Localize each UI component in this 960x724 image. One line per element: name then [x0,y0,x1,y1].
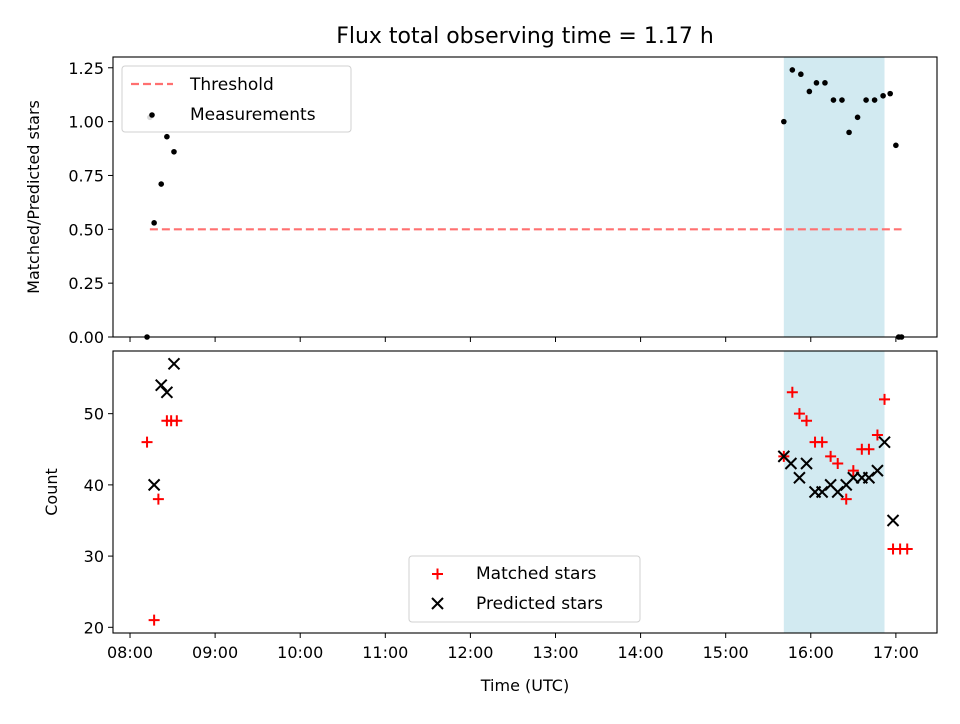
data-point [830,97,837,103]
legend-matched-label: Matched stars [476,564,596,584]
bottom-panel: 20 30 40 50 Count Matched stars Predicted star… [42,350,938,638]
predicted-star-marker [886,514,900,527]
data-point [887,90,893,97]
predicted-star-marker [147,478,161,492]
y-tick-label: 0.00 [68,328,104,347]
matched-star-marker [847,465,859,477]
legend: Matched stars Predicted stars [408,555,641,623]
data-point [839,97,845,103]
data-point [806,88,813,95]
x-tick-label: 10:00 [277,643,323,662]
legend-box [408,555,641,623]
matched-star-marker [816,436,828,448]
x-tick-label: 13:00 [532,643,578,662]
legend-box [121,65,352,133]
data-point [789,67,796,73]
x-tick-label: 08:00 [107,643,153,662]
y-tick-label: 0.50 [68,220,104,239]
y-axis-label: Matched/Predicted stars [24,100,43,294]
top-panel: 0.00 0.25 0.50 0.75 1.00 1.25 Matched/Predicte… [24,56,938,347]
matched-star-marker [171,415,183,427]
plot-frame [112,350,938,634]
predicted-star-marker [793,471,806,484]
matched-star-marker [152,493,164,505]
matched-star-marker [148,614,160,626]
y-axis-label: Count [42,468,61,516]
x-tick-label: 15:00 [703,643,749,662]
highlight-span [783,351,885,633]
legend-predicted-swatch [431,597,444,610]
predicted-star-marker [167,357,181,371]
x-axis: 08:00 09:00 10:00 11:00 12:00 13:00 14:00 15:00… [107,643,919,662]
y-tick-label: 50 [84,405,104,424]
legend-measurement-label: Measurements [190,105,316,125]
x-tick-label: 16:00 [788,643,834,662]
matched-star-marker [793,408,805,420]
matched-star-marker [901,543,913,555]
matched-star-marker [141,436,153,448]
predicted-star-marker [155,378,168,392]
y-tick-label: 0.25 [68,274,104,293]
y-tick-label: 1.25 [68,59,104,78]
y-tick-label: 30 [84,547,104,566]
matched-star-marker [786,386,798,398]
data-point [854,114,861,121]
matched-star-marker [879,393,891,405]
data-point [158,181,165,187]
highlight-span [783,57,885,337]
x-tick-label: 12:00 [447,643,493,662]
data-point [151,220,157,226]
matched-star-marker [871,429,883,441]
data-point [798,71,804,78]
y-tick-label: 0.75 [68,166,104,185]
matched-star-marker [840,493,852,505]
data-point [893,142,899,149]
legend: Threshold Measurements [121,65,352,133]
legend-measurement-swatch [149,112,155,118]
data-point [813,80,820,86]
chart-title: Flux total observing time = 1.17 h [336,24,714,49]
x-tick-label: 11:00 [362,643,408,662]
matched-star-marker [825,450,837,462]
predicted-star-marker [784,457,798,470]
predicted-star-marker [800,457,813,470]
matched-star-marker [863,443,875,455]
data-point [871,97,878,103]
data-point [846,129,852,136]
legend-threshold-label: Threshold [189,75,274,95]
matched-star-marker [832,458,844,470]
y-tick-label: 1.00 [68,113,104,132]
data-point [880,92,886,99]
y-tick-label: 20 [84,618,104,637]
legend-matched-swatch [432,568,443,580]
data-point [781,118,787,125]
matched-star-marker [801,415,813,427]
x-tick-label: 17:00 [873,643,919,662]
x-axis-label: Time (UTC) [480,676,569,695]
predicted-star-marker [160,386,174,399]
predicted-star-marker [878,435,891,449]
x-tick-label: 14:00 [618,643,664,662]
data-point [863,97,869,103]
data-point [171,148,177,155]
x-tick-label: 09:00 [192,643,238,662]
plot-frame [112,56,938,338]
data-point [822,80,828,86]
legend-predicted-label: Predicted stars [476,594,603,614]
predicted-star-marker [871,464,884,477]
y-tick-label: 40 [84,476,104,495]
data-point [164,133,170,140]
